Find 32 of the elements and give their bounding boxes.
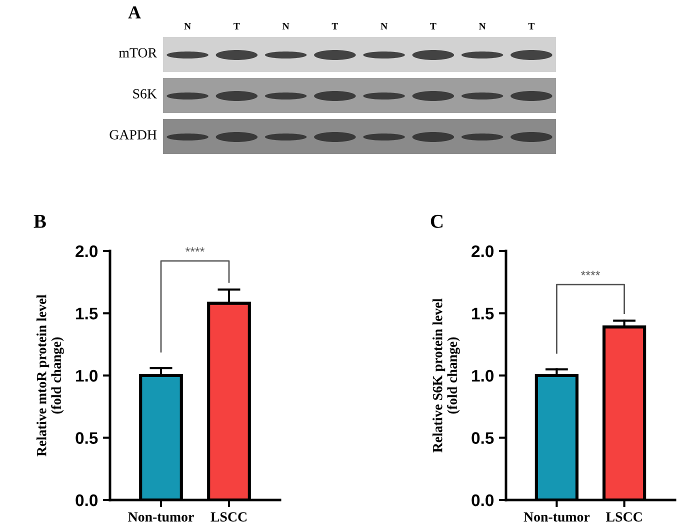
y-axis-title: Relative mtoR protein level (fold change) <box>36 294 64 456</box>
category-label: N <box>380 22 388 30</box>
y-tick-label: 1.0 <box>76 370 98 382</box>
category-label: N <box>282 22 290 30</box>
x-tick-label: Non-tumor <box>524 512 590 522</box>
category-label: N <box>478 22 486 30</box>
y-tick-label: 0.5 <box>76 432 98 444</box>
category-label: T <box>430 22 436 30</box>
y-tick-label: 0.5 <box>472 432 494 444</box>
y-tick-label: 2.0 <box>76 245 98 258</box>
y-axis-title: Relative S6K protein level (fold change) <box>432 298 460 452</box>
chart-title: B <box>34 214 46 228</box>
text: mTOR <box>118 48 157 58</box>
y-tick-label: 1.5 <box>472 308 494 320</box>
y-tick-label: 0.0 <box>76 494 98 506</box>
y-tick-label: 1.0 <box>472 370 494 382</box>
category-label: T <box>234 22 240 30</box>
x-tick-label: Non-tumor <box>128 512 194 522</box>
text: GAPDH <box>110 130 157 140</box>
category-label: T <box>332 22 338 30</box>
x-tick-label: LSCC <box>606 512 642 522</box>
y-tick-label: 0.0 <box>472 494 494 506</box>
annotation: **** <box>185 247 205 252</box>
text: A <box>128 6 141 18</box>
y-tick-label: 1.5 <box>76 308 98 320</box>
category-label: N <box>184 22 191 30</box>
annotation: **** <box>580 270 600 276</box>
y-tick-label: 2.0 <box>472 245 494 258</box>
category-label: T <box>528 22 535 30</box>
text: S6K <box>133 89 157 98</box>
chart-title: C <box>430 214 443 228</box>
x-tick-label: LSCC <box>210 512 246 522</box>
